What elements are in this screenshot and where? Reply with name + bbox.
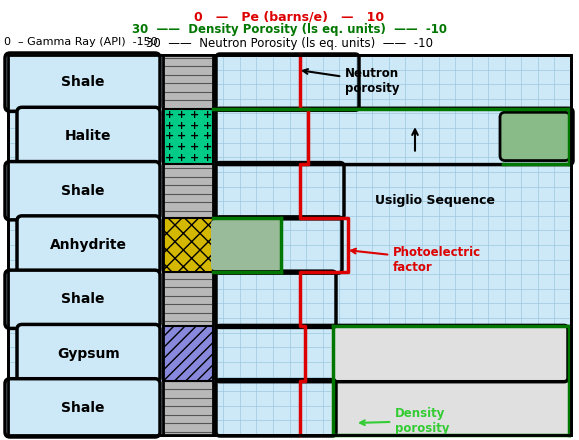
Text: +: +: [164, 121, 174, 131]
Text: +: +: [190, 153, 199, 162]
Text: Halite: Halite: [65, 129, 112, 143]
Bar: [163, 55, 213, 435]
Text: Gypsum: Gypsum: [57, 347, 120, 360]
FancyBboxPatch shape: [17, 216, 160, 274]
Text: Density
porosity: Density porosity: [360, 407, 449, 435]
Text: +: +: [203, 153, 212, 162]
Text: Shale: Shale: [61, 292, 104, 306]
FancyBboxPatch shape: [5, 161, 160, 220]
Text: +: +: [177, 110, 186, 120]
Text: +: +: [177, 142, 186, 152]
Bar: [163, 109, 213, 164]
Text: +: +: [190, 110, 199, 120]
Text: +: +: [190, 142, 199, 152]
FancyBboxPatch shape: [17, 324, 160, 383]
Text: +: +: [164, 132, 174, 141]
Text: +: +: [190, 121, 199, 131]
Text: +: +: [164, 142, 174, 152]
Bar: [8, 55, 571, 435]
Bar: [8, 55, 571, 435]
Text: Anhydrite: Anhydrite: [50, 238, 127, 252]
Text: 0  – Gamma Ray (API)  -150: 0 – Gamma Ray (API) -150: [4, 37, 157, 47]
Text: +: +: [203, 132, 212, 141]
Text: 30  ——  Neutron Porosity (ls eq. units)  ——  -10: 30 —— Neutron Porosity (ls eq. units) ——…: [145, 37, 433, 50]
FancyBboxPatch shape: [211, 220, 282, 270]
Text: +: +: [164, 110, 174, 120]
Text: +: +: [190, 132, 199, 141]
Text: +: +: [203, 142, 212, 152]
Text: +: +: [203, 110, 212, 120]
FancyBboxPatch shape: [5, 53, 160, 111]
Text: +: +: [177, 153, 186, 162]
Text: +: +: [177, 121, 186, 131]
FancyBboxPatch shape: [5, 270, 160, 328]
Text: +: +: [164, 153, 174, 162]
FancyBboxPatch shape: [5, 379, 160, 437]
FancyBboxPatch shape: [500, 112, 570, 161]
Text: Photoelectric
factor: Photoelectric factor: [351, 246, 481, 274]
Text: 0   —   Pe (barns/e)   —   10: 0 — Pe (barns/e) — 10: [194, 10, 384, 23]
Text: +: +: [203, 121, 212, 131]
Text: Neutron
porosity: Neutron porosity: [303, 67, 400, 95]
FancyBboxPatch shape: [331, 326, 571, 435]
Bar: [163, 326, 213, 381]
Text: 30  ——  Density Porosity (ls eq. units)  ——  -10: 30 —— Density Porosity (ls eq. units) ——…: [131, 23, 446, 36]
Text: Shale: Shale: [61, 401, 104, 415]
Bar: [163, 218, 213, 272]
Text: Shale: Shale: [61, 184, 104, 198]
FancyBboxPatch shape: [17, 107, 160, 165]
Text: +: +: [177, 132, 186, 141]
Text: Shale: Shale: [61, 75, 104, 89]
Text: Usiglio Sequence: Usiglio Sequence: [375, 194, 495, 207]
